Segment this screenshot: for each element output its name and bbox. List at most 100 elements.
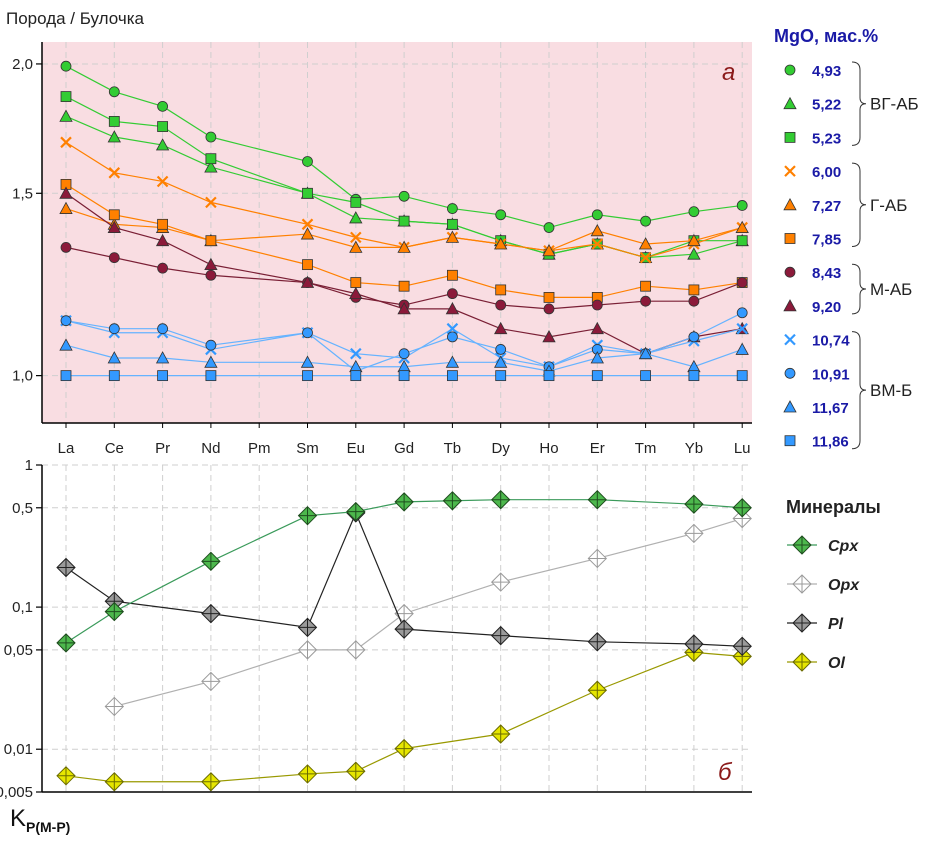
data-point xyxy=(201,671,221,692)
data-point xyxy=(302,370,313,382)
data-point xyxy=(59,186,73,199)
data-point xyxy=(56,633,76,653)
data-point xyxy=(157,370,169,382)
data-point xyxy=(346,640,366,660)
legend-mgo-marker xyxy=(783,400,797,413)
x-category-label: Tm xyxy=(635,440,657,457)
legend-diamond xyxy=(792,652,812,672)
data-point xyxy=(735,220,749,233)
series-mgo-8-43 xyxy=(60,241,748,315)
data-point xyxy=(591,209,603,221)
legend-minerals-item: Pl xyxy=(787,613,844,633)
legend-mgo-title: MgO, мас.% xyxy=(774,26,878,46)
x-marker-stroke xyxy=(784,165,796,177)
legend-mgo-marker xyxy=(784,435,796,447)
x-marker-stroke xyxy=(60,136,72,149)
data-point xyxy=(640,295,651,307)
data-point xyxy=(297,505,318,526)
x-marker-stroke xyxy=(446,322,459,335)
data-point xyxy=(104,696,125,717)
panel-b-ytick-label: 0,01 xyxy=(4,741,33,758)
data-point xyxy=(442,491,463,511)
panel-b-series xyxy=(56,489,752,792)
data-point xyxy=(591,238,604,250)
data-point xyxy=(494,355,508,368)
series-line xyxy=(65,320,743,368)
data-point xyxy=(350,347,362,360)
x-category-label: Tb xyxy=(444,440,462,457)
data-point xyxy=(297,617,318,638)
data-point xyxy=(543,222,555,233)
legend-group-label: Г-АБ xyxy=(870,196,907,215)
legend-mgo-value: 6,00 xyxy=(812,164,841,181)
legend-mgo-marker xyxy=(783,197,797,211)
legend-mgo-marker xyxy=(784,233,796,244)
legend-group-label: ВМ-Б xyxy=(870,381,912,400)
legend-mgo-value: 7,27 xyxy=(812,198,841,215)
data-point xyxy=(490,572,511,592)
data-point xyxy=(446,331,458,343)
data-point xyxy=(736,277,748,288)
data-point xyxy=(490,625,511,646)
data-point xyxy=(638,346,653,360)
legend-group-label: ВГ-АБ xyxy=(870,95,919,114)
data-point xyxy=(687,233,701,247)
data-point xyxy=(445,230,460,243)
data-point xyxy=(397,302,411,315)
data-point xyxy=(736,200,748,211)
data-point xyxy=(394,619,414,639)
panel-a-ytick-label: 1,5 xyxy=(12,185,33,202)
legend-mgo-value: 8,43 xyxy=(812,265,841,282)
x-category-label: Nd xyxy=(201,440,220,457)
x-category-labels: La Ce Pr Nd Pm Sm Eu Gd Tb Dy Ho Er Tm Yb Lu xyxy=(58,423,751,457)
x-category-label: Dy xyxy=(492,440,511,457)
series-line xyxy=(65,65,743,229)
x-marker-stroke xyxy=(736,322,748,335)
legend-group-label: М-АБ xyxy=(870,280,912,299)
data-point xyxy=(157,218,169,230)
data-point xyxy=(155,138,170,151)
data-point xyxy=(350,277,362,288)
data-point xyxy=(542,243,556,257)
data-point xyxy=(59,338,73,351)
data-point xyxy=(205,339,217,351)
x-category-label: Eu xyxy=(347,440,365,457)
series-line xyxy=(65,344,743,372)
legend-diamond xyxy=(792,613,812,633)
x-marker-stroke xyxy=(784,333,796,346)
panel-a-y-ticks: 1,0 1,5 2,0 xyxy=(12,56,42,385)
legend-mgo-value: 9,20 xyxy=(812,299,841,316)
data-point xyxy=(297,764,318,784)
data-point xyxy=(398,280,410,292)
data-point xyxy=(587,489,608,510)
data-point xyxy=(108,116,120,127)
data-point xyxy=(350,231,362,244)
legend-mgo-marker xyxy=(784,367,796,379)
data-point xyxy=(300,355,315,368)
data-point xyxy=(349,286,363,300)
data-point xyxy=(302,259,313,271)
panel-b-ytick-label: 0,1 xyxy=(12,599,33,616)
series-line xyxy=(65,312,743,372)
data-point xyxy=(495,299,507,311)
legend-mgo-marker xyxy=(784,165,796,177)
x-marker-stroke xyxy=(205,196,217,209)
data-point xyxy=(157,121,169,132)
legend-minerals: Минералы Cpx Opx Pl Ol xyxy=(786,497,881,672)
data-point xyxy=(398,190,410,202)
data-point xyxy=(300,227,315,240)
data-point xyxy=(205,196,217,209)
data-point xyxy=(205,269,217,281)
legend-mgo-marker xyxy=(783,299,797,312)
data-point xyxy=(155,233,170,247)
data-point xyxy=(445,302,460,315)
series-line xyxy=(65,183,743,299)
legend-mgo-marker xyxy=(784,266,796,278)
data-point xyxy=(640,370,651,382)
data-point xyxy=(590,223,604,237)
x-marker-stroke xyxy=(350,231,362,244)
x-marker-stroke xyxy=(301,218,314,231)
data-point xyxy=(688,331,700,343)
data-point xyxy=(732,636,752,657)
data-point xyxy=(155,351,170,364)
